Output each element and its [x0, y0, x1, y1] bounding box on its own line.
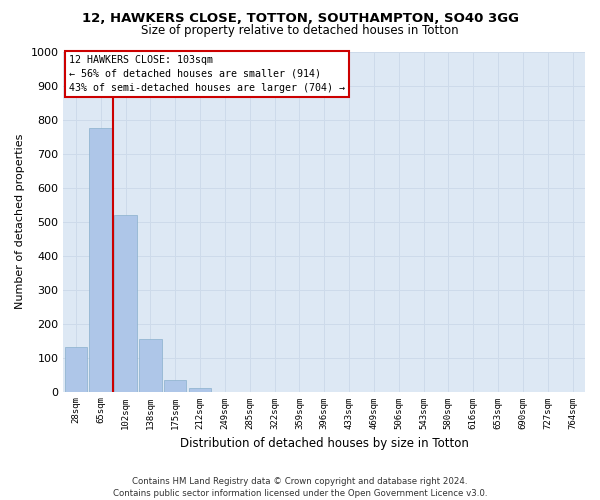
Y-axis label: Number of detached properties: Number of detached properties: [15, 134, 25, 309]
Text: Contains HM Land Registry data © Crown copyright and database right 2024.
Contai: Contains HM Land Registry data © Crown c…: [113, 476, 487, 498]
X-axis label: Distribution of detached houses by size in Totton: Distribution of detached houses by size …: [180, 437, 469, 450]
Bar: [164, 380, 187, 392]
Bar: [115, 214, 137, 392]
Bar: [139, 339, 161, 392]
Text: 12 HAWKERS CLOSE: 103sqm
← 56% of detached houses are smaller (914)
43% of semi-: 12 HAWKERS CLOSE: 103sqm ← 56% of detach…: [68, 55, 344, 93]
Bar: [89, 128, 112, 392]
Text: Size of property relative to detached houses in Totton: Size of property relative to detached ho…: [141, 24, 459, 37]
Text: 12, HAWKERS CLOSE, TOTTON, SOUTHAMPTON, SO40 3GG: 12, HAWKERS CLOSE, TOTTON, SOUTHAMPTON, …: [82, 12, 518, 26]
Bar: [65, 348, 87, 392]
Bar: [189, 388, 211, 392]
